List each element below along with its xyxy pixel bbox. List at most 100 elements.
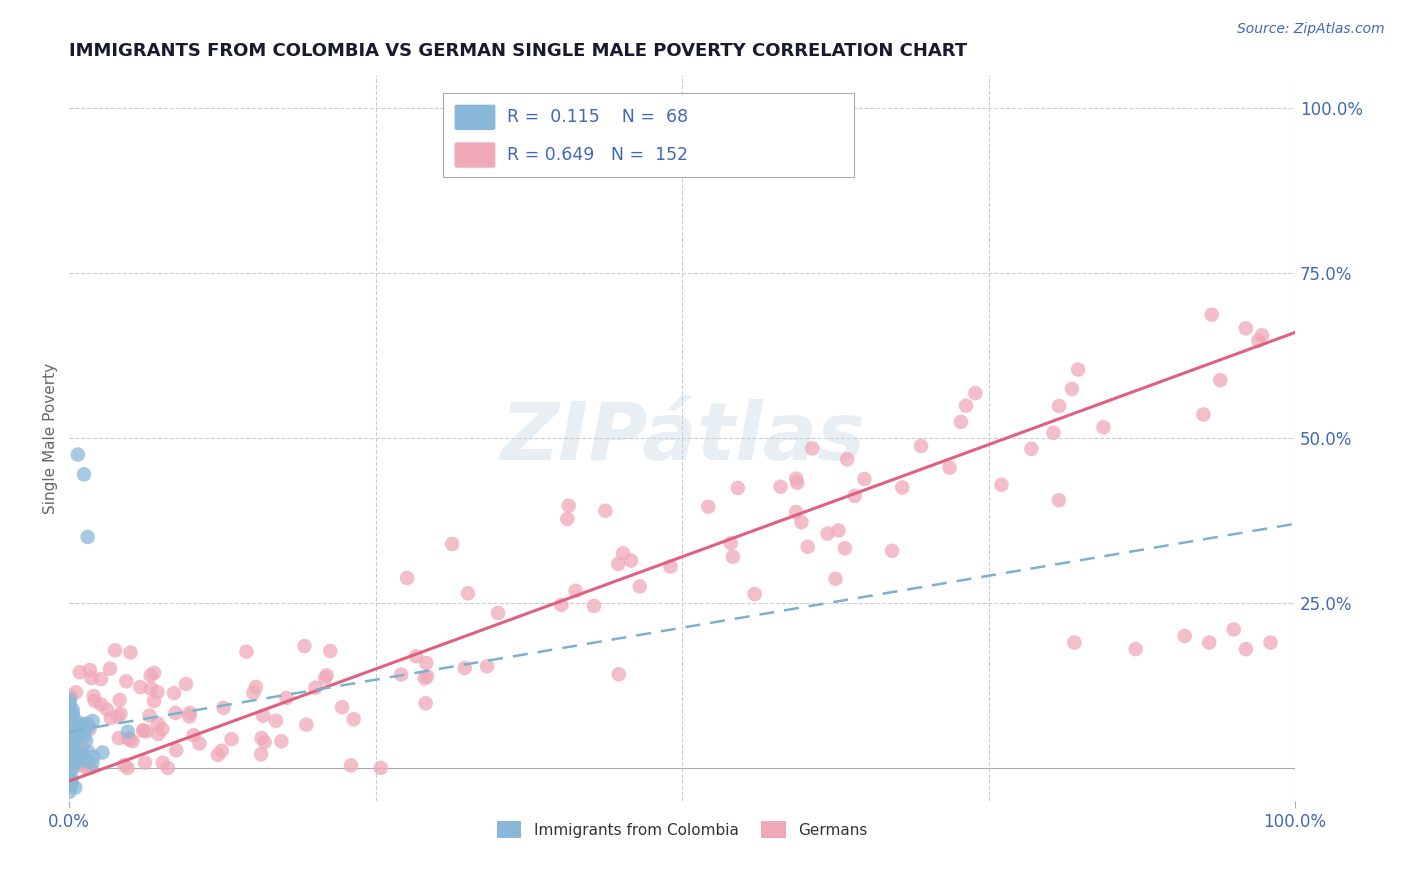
Point [628, 579, 651, 593]
Text: R = 0.649   N =  152: R = 0.649 N = 152 [506, 146, 688, 164]
Point [75, 761, 97, 775]
Point [146, 716, 169, 731]
Point [60, 742, 83, 756]
Point [58, 772, 80, 787]
Point [150, 722, 173, 736]
Point [1047, 399, 1070, 413]
Point [250, 747, 273, 762]
Point [59, 756, 82, 770]
Point [67, 715, 90, 730]
Point [1201, 308, 1223, 322]
Point [59, 743, 82, 757]
Point [1125, 642, 1147, 657]
Point [1067, 362, 1090, 376]
Point [938, 460, 960, 475]
Point [62, 751, 84, 765]
Point [59, 697, 82, 711]
Point [797, 540, 820, 554]
Point [62, 732, 84, 747]
Point [75, 734, 97, 748]
Point [1198, 635, 1220, 649]
Point [62, 707, 84, 722]
Point [389, 667, 412, 681]
Point [58, 785, 80, 799]
Point [235, 645, 257, 659]
Point [557, 499, 579, 513]
Point [66, 758, 89, 772]
Point [294, 639, 316, 653]
Point [744, 587, 766, 601]
Point [107, 710, 129, 724]
Point [955, 399, 977, 413]
Point [59, 747, 82, 761]
Point [117, 761, 139, 775]
Point [73, 729, 96, 743]
Point [73, 724, 96, 739]
Point [135, 724, 157, 739]
Point [80, 671, 103, 685]
Point [60, 728, 83, 742]
Point [60, 752, 83, 766]
Point [965, 386, 987, 401]
Text: IMMIGRANTS FROM COLOMBIA VS GERMAN SINGLE MALE POVERTY CORRELATION CHART: IMMIGRANTS FROM COLOMBIA VS GERMAN SINGL… [69, 42, 967, 60]
Point [134, 756, 156, 770]
Point [315, 668, 337, 682]
Point [620, 553, 643, 567]
Point [63, 733, 86, 747]
Point [370, 761, 392, 775]
Point [990, 477, 1012, 491]
Point [107, 731, 129, 745]
Point [60, 744, 83, 758]
Point [118, 732, 141, 747]
Point [139, 668, 162, 682]
Point [58, 741, 80, 756]
Point [396, 571, 419, 585]
Point [63, 731, 86, 746]
Point [60, 740, 83, 755]
Point [253, 735, 276, 749]
Point [66, 448, 89, 462]
Point [59, 739, 82, 754]
Point [117, 731, 139, 746]
Point [165, 743, 187, 757]
Point [415, 696, 437, 710]
Point [1042, 425, 1064, 440]
Point [949, 415, 972, 429]
Point [146, 685, 169, 699]
Point [79, 722, 101, 736]
Point [330, 700, 353, 714]
Point [98, 662, 121, 676]
Text: R =  0.115    N =  68: R = 0.115 N = 68 [506, 108, 688, 126]
Point [82, 756, 104, 771]
Point [659, 559, 682, 574]
Point [91, 746, 114, 760]
FancyBboxPatch shape [454, 142, 496, 168]
Point [58, 750, 80, 764]
Point [314, 671, 336, 685]
Point [76, 716, 98, 731]
Point [73, 467, 96, 482]
Point [104, 643, 127, 657]
Point [60, 725, 83, 739]
Point [786, 475, 808, 490]
Point [834, 541, 856, 556]
Y-axis label: Single Male Poverty: Single Male Poverty [44, 362, 58, 514]
FancyBboxPatch shape [443, 94, 853, 177]
Point [58, 772, 80, 786]
Point [179, 709, 201, 723]
Point [63, 755, 86, 769]
Point [183, 728, 205, 742]
Point [58, 707, 80, 722]
Point [69, 665, 91, 680]
Point [63, 744, 86, 758]
Point [252, 708, 274, 723]
Point [129, 680, 152, 694]
Point [304, 681, 326, 695]
Point [1260, 635, 1282, 649]
Point [211, 744, 233, 758]
Point [73, 717, 96, 731]
Point [721, 549, 744, 564]
Point [880, 543, 903, 558]
Point [486, 606, 509, 620]
Point [72, 743, 94, 757]
